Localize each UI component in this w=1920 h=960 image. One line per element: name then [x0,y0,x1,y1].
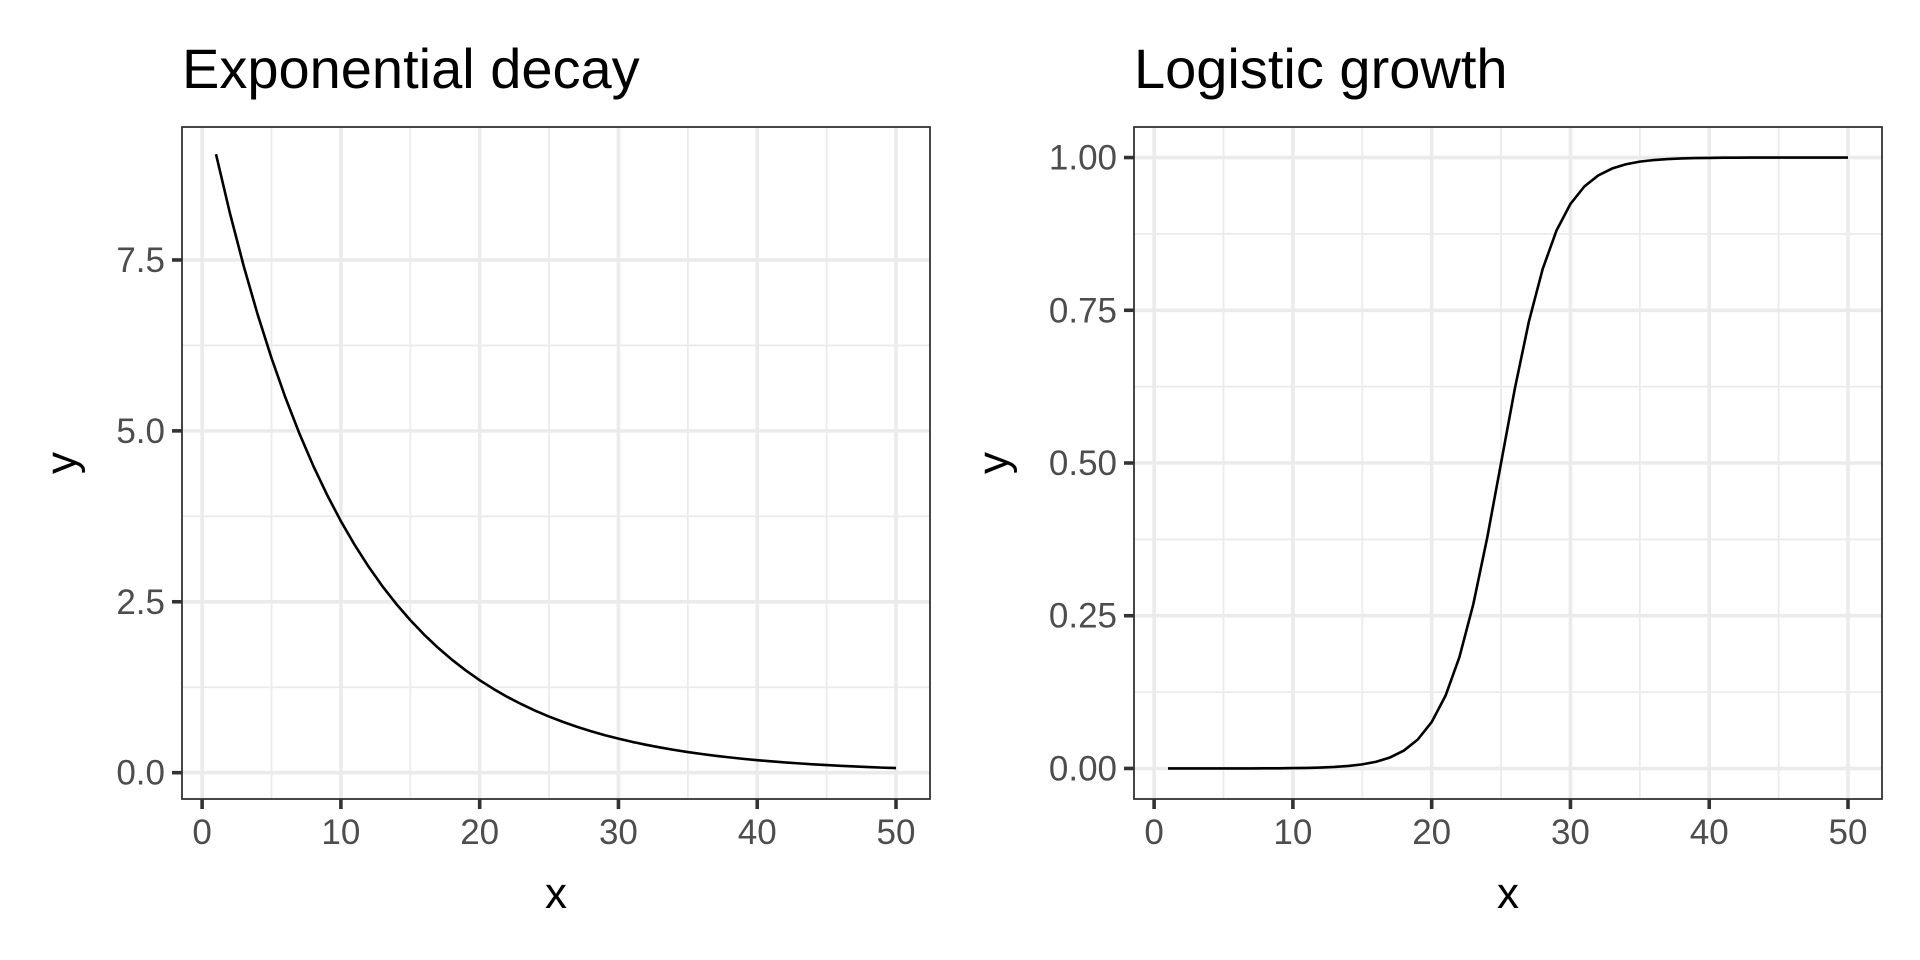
chart-title: Logistic growth [1134,37,1508,100]
x-axis-title: x [1497,869,1519,918]
x-tick-label: 10 [1273,813,1312,852]
y-tick-label: 2.5 [116,583,165,622]
panel-border [181,126,931,800]
x-tick-label: 40 [738,813,777,852]
x-tick-label: 30 [1551,813,1590,852]
y-axis-title: y [969,452,1018,474]
x-tick-label: 50 [1829,813,1868,852]
x-tick-label: 10 [321,813,360,852]
x-tick-label: 50 [877,813,916,852]
x-axis-title: x [545,869,567,918]
x-tick-label: 20 [1412,813,1451,852]
exponential-decay-panel: 0 10 20 30 40 50 0.0 2.5 5.0 7.5 Exponential decay… [37,37,931,918]
x-tick-label: 20 [460,813,499,852]
y-tick-label: 0.00 [1049,749,1117,788]
chart-title: Exponential decay [182,37,640,100]
y-axis-title: y [37,452,86,474]
series-line [1168,156,1848,770]
y-tick-label: 0.0 [116,754,165,793]
y-tick-label: 7.5 [116,241,165,280]
y-tick-label: 5.0 [116,412,165,451]
y-tick-label: 0.25 [1049,597,1117,636]
x-tick-label: 0 [1144,813,1163,852]
x-tick-label: 30 [599,813,638,852]
y-tick-label: 0.50 [1049,444,1117,483]
logistic-growth-panel: 0 10 20 30 40 50 0.00 0.25 0.50 0.75 1.00 Logistic … [969,37,1883,918]
x-tick-label: 40 [1690,813,1729,852]
series-line [214,153,897,770]
y-tick-label: 0.75 [1049,291,1117,330]
y-tick-label: 1.00 [1049,139,1117,178]
x-tick-label: 0 [192,813,211,852]
